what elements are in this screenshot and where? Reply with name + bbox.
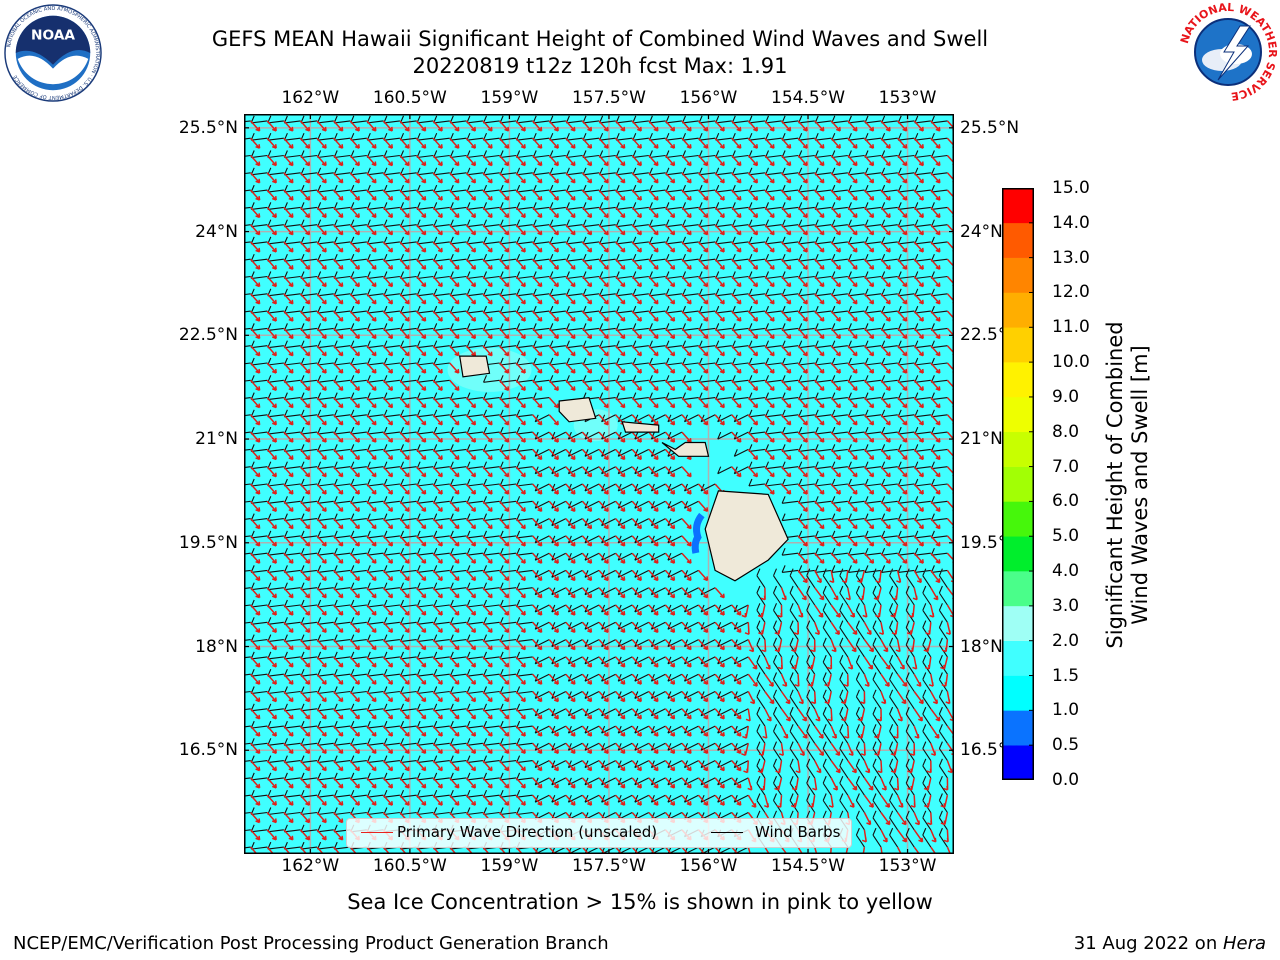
island-oahu [558, 396, 597, 423]
lat-tick-label: 24°N [195, 221, 238, 242]
lon-tick-label: 153°W [878, 856, 937, 876]
colorbar [1002, 188, 1034, 780]
legend-wind-barbs-label: Wind Barbs [755, 823, 841, 841]
colorbar-band [1002, 222, 1034, 258]
island-molokai [621, 421, 660, 433]
noaa-logo-icon: NOAA NATIONAL OCEANIC AND ATMOSPHERIC AD… [4, 4, 102, 102]
colorbar-tick-label: 9.0 [1052, 386, 1080, 407]
lon-tick-label: 153°W [878, 88, 937, 108]
colorbar-band [1002, 675, 1034, 711]
colorbar-tick-label: 1.5 [1052, 665, 1080, 686]
colorbar-tick-label: 15.0 [1052, 178, 1090, 198]
colorbar-band [1002, 292, 1034, 328]
colorbar-band [1002, 710, 1034, 746]
lon-tick-label: 162°W [281, 88, 340, 108]
colorbar-tick-label: 11.0 [1052, 317, 1090, 338]
colorbar-label-line1: Significant Height of Combined [1103, 321, 1127, 649]
footer-branch: NCEP/EMC/Verification Post Processing Pr… [13, 933, 609, 954]
colorbar-tick-label: 3.0 [1052, 595, 1080, 616]
lat-tick-label: 24°N [960, 221, 1003, 242]
colorbar-band [1002, 362, 1034, 398]
colorbar-tick-label: 6.0 [1052, 491, 1080, 512]
colorbar-label-line2: Wind Waves and Swell [m] [1128, 345, 1152, 625]
footer-host: Hera [1222, 933, 1266, 954]
colorbar-band [1002, 327, 1034, 363]
lon-tick-label: 162°W [281, 856, 340, 876]
island-kauai [458, 355, 491, 378]
lon-tick-label: 157.5°W [571, 88, 646, 108]
colorbar-band [1002, 640, 1034, 676]
lon-tick-label: 156°W [679, 88, 738, 108]
legend-wind-barbs-line [711, 832, 743, 833]
island-maui [661, 441, 710, 457]
colorbar-tick-label: 1.0 [1052, 700, 1080, 721]
sea-ice-note: Sea Ice Concentration > 15% is shown in … [347, 890, 933, 914]
lon-tick-label: 154.5°W [771, 88, 846, 108]
legend-wave-direction-label: Primary Wave Direction (unscaled) [397, 823, 658, 841]
colorbar-tick-label: 4.0 [1052, 561, 1080, 582]
colorbar-tick-label: 7.0 [1052, 456, 1080, 477]
lat-tick-label: 18°N [195, 636, 238, 657]
colorbar-tick-label: 0.0 [1052, 770, 1080, 790]
island-hawaii [704, 490, 789, 582]
wave-direction-arrows [250, 120, 954, 854]
colorbar-tick-label: 0.5 [1052, 735, 1080, 756]
chart-title: GEFS MEAN Hawaii Significant Height of C… [211, 27, 989, 51]
colorbar-band [1002, 466, 1034, 502]
lat-tick-label: 22.5°N [178, 325, 238, 346]
colorbar-band [1002, 501, 1034, 537]
colorbar-tick-label: 5.0 [1052, 526, 1080, 547]
colorbar-band [1002, 745, 1034, 780]
colorbar-band [1002, 605, 1034, 642]
colorbar-band [1002, 431, 1034, 467]
lon-tick-label: 154.5°W [771, 856, 846, 876]
lat-tick-label: 21°N [960, 429, 1003, 450]
lat-tick-label: 21°N [195, 429, 238, 450]
colorbar-tick-label: 14.0 [1052, 212, 1090, 233]
colorbar-band [1002, 571, 1034, 607]
colorbar-tick-label: 10.0 [1052, 352, 1090, 373]
colorbar-tick-label: 13.0 [1052, 247, 1090, 268]
colorbar-tick-label: 2.0 [1052, 630, 1080, 651]
lat-tick-label: 16.5°N [178, 740, 238, 761]
lat-tick-label: 19.5°N [178, 532, 238, 553]
legend-wave-direction-line [361, 832, 393, 833]
footer-timestamp: 31 Aug 2022 on Hera [1074, 933, 1266, 954]
colorbar-tick-label: 8.0 [1052, 421, 1080, 442]
colorbar-tick-label: 12.0 [1052, 282, 1090, 303]
colorbar-band [1002, 257, 1034, 293]
lon-tick-label: 159°W [480, 88, 539, 108]
lon-tick-label: 157.5°W [571, 856, 646, 876]
lat-tick-label: 18°N [960, 636, 1003, 657]
wave-height-map [244, 114, 954, 854]
chart-subtitle: 20220819 t12z 120h fcst Max: 1.91 [412, 54, 788, 78]
nws-logo-icon: NATIONAL WEATHER SERVICE [1178, 2, 1278, 102]
lon-tick-label: 159°W [480, 856, 539, 876]
lon-tick-label: 156°W [679, 856, 738, 876]
lat-tick-label: 25.5°N [960, 117, 1020, 138]
noaa-logo-text: NOAA [31, 27, 75, 43]
colorbar-band [1002, 188, 1034, 224]
kona-lee-shadow [691, 512, 705, 554]
colorbar-band [1002, 396, 1034, 433]
lon-tick-label: 160.5°W [372, 88, 447, 108]
lat-tick-label: 25.5°N [178, 117, 238, 138]
footer-date: 31 Aug 2022 on [1073, 933, 1223, 954]
lon-tick-label: 160.5°W [372, 856, 447, 876]
colorbar-band [1002, 536, 1034, 572]
map-legend: Primary Wave Direction (unscaled) Wind B… [346, 818, 852, 848]
